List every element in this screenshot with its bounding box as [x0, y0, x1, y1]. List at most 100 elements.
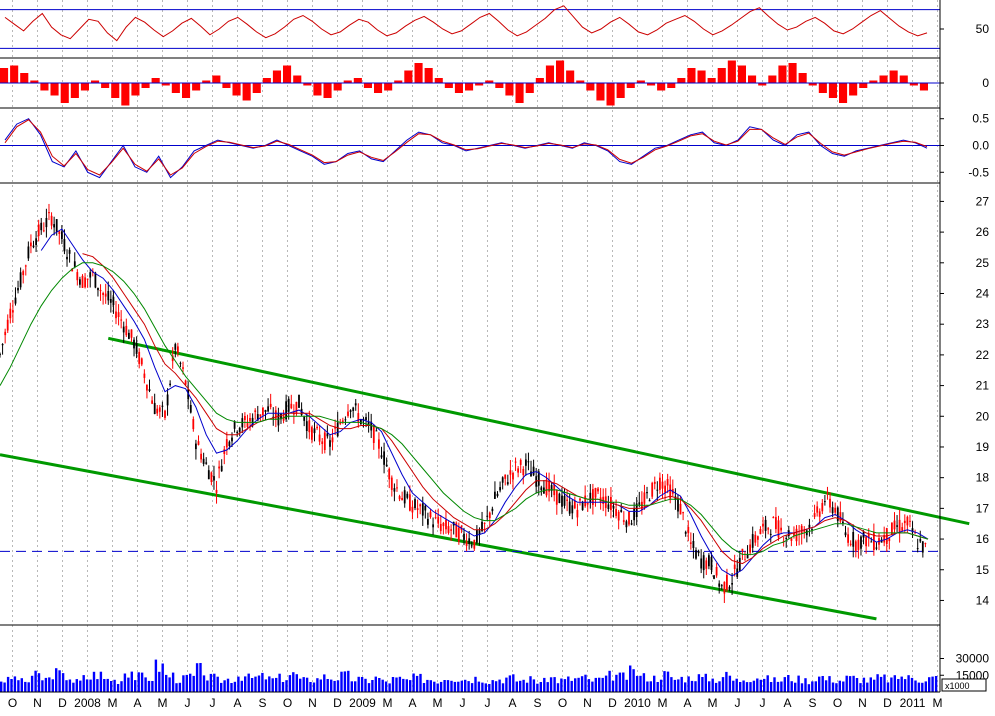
volume-bar: [443, 680, 446, 692]
histogram-bar: [454, 83, 463, 93]
candle-body: [153, 402, 156, 414]
volume-bar: [622, 672, 625, 692]
candle-body: [421, 503, 424, 516]
candle-body: [274, 410, 277, 419]
candle-body: [264, 410, 267, 412]
candle-body: [767, 528, 770, 530]
volume-bar: [780, 681, 783, 692]
candle-body: [455, 522, 458, 538]
volume-bar: [130, 671, 133, 692]
x-axis-month-label: 2011: [900, 696, 926, 710]
volume-bar: [302, 677, 305, 692]
candle-body: [225, 439, 228, 448]
histogram-bar: [798, 73, 807, 83]
x-axis-month-label: O: [8, 696, 17, 710]
candle-body: [244, 416, 246, 420]
volume-bar: [103, 679, 106, 692]
candle-body: [808, 524, 811, 528]
candle-body: [195, 443, 197, 450]
candle-body: [831, 507, 834, 514]
candle-body: [398, 496, 401, 500]
candle-body: [354, 403, 357, 406]
candle-body: [17, 288, 19, 291]
volume-bar: [336, 680, 340, 692]
candle-body: [156, 408, 159, 414]
volume-bar: [852, 675, 855, 692]
volume-bar: [134, 680, 137, 692]
x-axis-month-label: M: [658, 696, 668, 710]
candle-body: [764, 519, 767, 531]
volume-bar: [6, 676, 10, 692]
oscillator-bottom-tick-label: -0.5: [968, 165, 989, 179]
histogram-bar: [707, 78, 716, 83]
candle-body: [246, 423, 249, 427]
candle-body: [450, 529, 452, 531]
candle-body: [615, 509, 617, 516]
candle-body: [89, 272, 92, 278]
histogram-bar: [505, 83, 514, 96]
candle-body: [723, 581, 726, 594]
histogram-bar: [10, 65, 19, 83]
volume-bar: [739, 682, 742, 692]
candle-body: [535, 476, 538, 487]
volume-bar: [439, 681, 443, 692]
candle-body: [463, 533, 465, 540]
candle-body: [40, 222, 43, 231]
volume-bar: [821, 676, 824, 692]
volume-bar: [635, 675, 639, 692]
candle-body: [445, 519, 447, 530]
volume-bar: [708, 681, 711, 692]
volume-bar: [254, 676, 257, 692]
candle-body: [287, 398, 290, 412]
x-axis-month-label: M: [383, 696, 393, 710]
candle-body: [390, 477, 393, 490]
candle-body: [251, 417, 254, 426]
candle-body: [852, 532, 855, 547]
candle-body: [919, 539, 922, 542]
candle-body: [367, 421, 370, 425]
histogram-bar: [778, 65, 787, 83]
volume-bar: [649, 681, 652, 692]
candle-body: [76, 272, 79, 281]
candle-body: [375, 430, 378, 432]
volume-bar: [85, 679, 89, 692]
candle-body: [148, 389, 151, 391]
candle-body: [303, 416, 306, 421]
volume-bar: [546, 682, 549, 692]
histogram-bar: [566, 70, 575, 83]
volume-bar: [704, 673, 707, 692]
volume-bar: [261, 672, 264, 692]
volume-bar: [79, 680, 82, 692]
candle-body: [757, 536, 759, 540]
volume-bar: [501, 683, 505, 692]
candle-body: [749, 544, 751, 553]
volume-bar: [529, 676, 532, 692]
candle-body: [537, 471, 540, 486]
candle-body: [674, 496, 677, 500]
x-axis-month-label: A: [683, 696, 691, 710]
x-axis-month-label: D: [883, 696, 892, 710]
candle-body: [55, 219, 58, 232]
volume-bar: [281, 682, 285, 692]
volume-bar: [886, 682, 890, 692]
x-axis-month-label: 2010: [624, 696, 651, 710]
volume-bar: [326, 679, 329, 692]
histogram-bar: [444, 83, 453, 88]
volume-bar: [842, 681, 845, 692]
candle-body: [687, 527, 690, 534]
volume-bar: [305, 677, 309, 692]
candle-body: [97, 287, 99, 291]
volume-bar: [426, 679, 429, 692]
candle-body: [530, 471, 532, 477]
candle-body: [334, 427, 336, 429]
candle-body: [628, 511, 630, 525]
candle-body: [816, 506, 819, 513]
candle-body: [713, 575, 715, 579]
volume-bar: [0, 681, 3, 692]
x-axis-month-label: 2008: [74, 696, 101, 710]
candle-body: [151, 400, 153, 404]
histogram-bar: [192, 83, 201, 91]
candle-body: [782, 540, 785, 542]
volume-bar: [120, 681, 123, 692]
candle-body: [135, 342, 138, 354]
